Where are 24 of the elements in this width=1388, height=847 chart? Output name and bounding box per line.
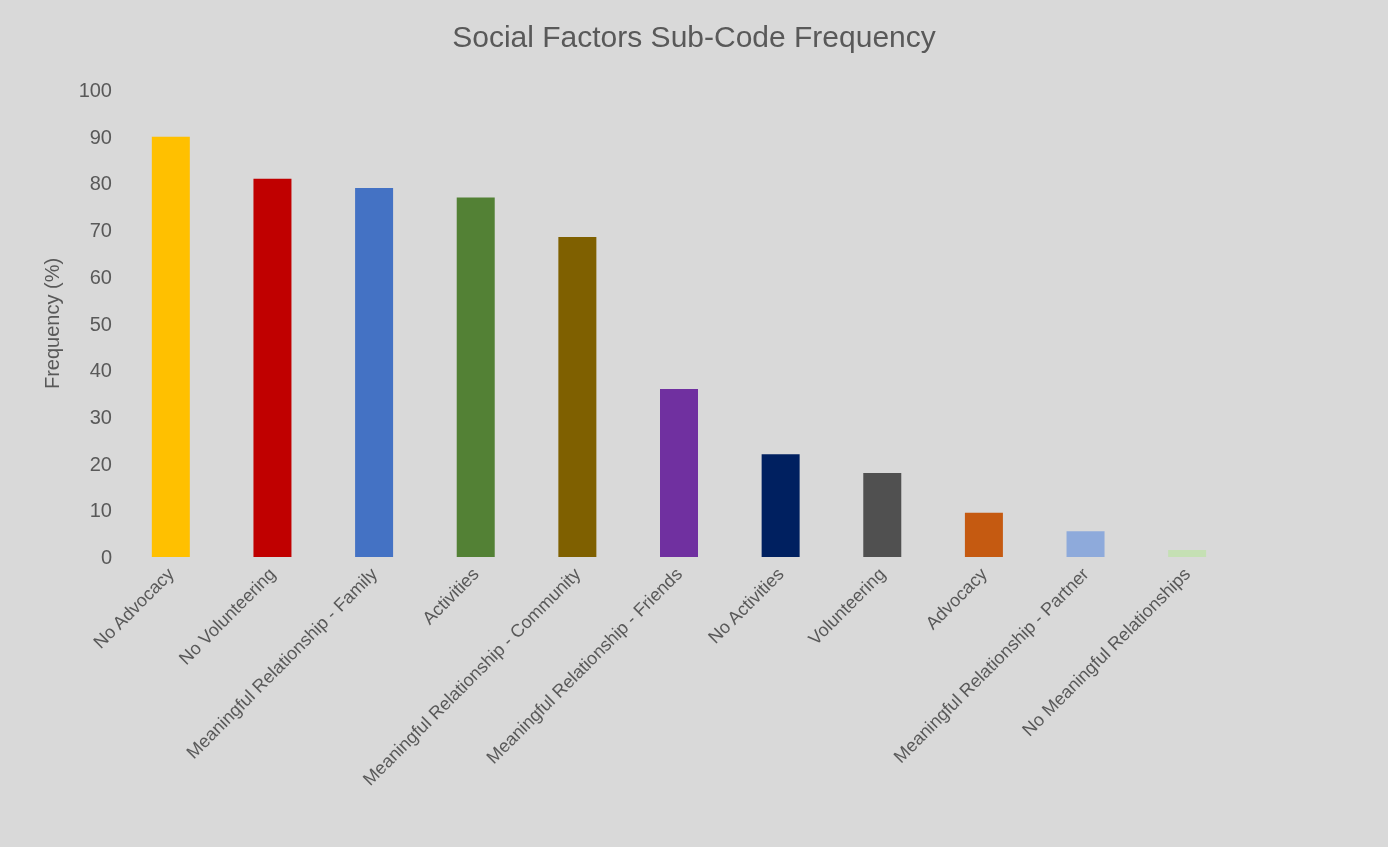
y-tick-label: 10 (89, 499, 112, 522)
bar (253, 178, 292, 557)
bar (1168, 550, 1207, 557)
y-tick-label: 50 (89, 312, 112, 335)
y-tick-label: 60 (89, 265, 112, 288)
chart-title: Social Factors Sub-Code Frequency (452, 19, 936, 53)
bar (456, 197, 495, 557)
y-tick-label: 80 (89, 172, 112, 195)
y-axis-title: Frequency (%) (41, 257, 63, 390)
bar (151, 136, 190, 557)
y-tick-label: 20 (89, 452, 112, 475)
y-tick-label: 0 (100, 546, 112, 568)
y-tick-label: 100 (78, 79, 112, 101)
bar (964, 512, 1003, 557)
y-tick-label: 90 (89, 125, 112, 148)
y-tick-label: 30 (89, 405, 112, 428)
y-tick-label: 70 (89, 219, 112, 242)
bar (660, 388, 698, 557)
bar (1066, 531, 1105, 557)
bar (558, 237, 597, 557)
bar (863, 472, 902, 557)
bar (761, 454, 800, 557)
y-tick-label: 40 (89, 359, 112, 382)
bar (355, 188, 394, 557)
